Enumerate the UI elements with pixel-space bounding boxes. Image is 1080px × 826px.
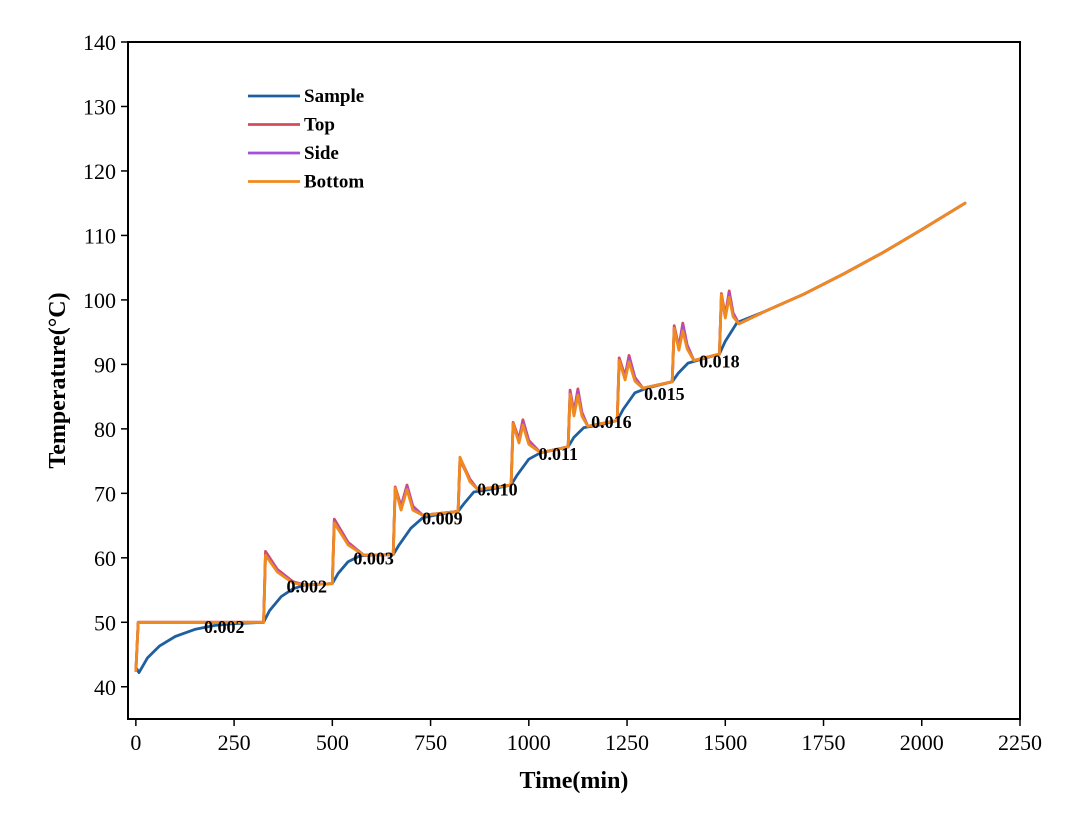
series-line-sample: [134, 201, 967, 674]
x-tick-label: 1500: [703, 730, 747, 755]
x-tick-label: 750: [414, 730, 447, 755]
y-tick-label: 130: [83, 94, 116, 119]
y-tick-label: 120: [83, 159, 116, 184]
rate-annotation: 0.016: [591, 412, 632, 432]
y-tick-label: 40: [94, 675, 116, 700]
legend-label-top: Top: [304, 115, 335, 136]
x-tick-label: 1250: [605, 730, 649, 755]
rate-annotation: 0.011: [539, 444, 579, 464]
series-line-top: [134, 201, 967, 672]
x-tick-label: 2250: [998, 730, 1042, 755]
y-tick-label: 80: [94, 417, 116, 442]
series-line-bottom: [134, 201, 967, 672]
x-tick-label: 500: [316, 730, 349, 755]
y-tick-label: 70: [94, 481, 116, 506]
legend-label-side: Side: [304, 143, 339, 164]
x-tick-label: 0: [130, 730, 141, 755]
x-tick-label: 2000: [900, 730, 944, 755]
annotation-layer: 0.002 0.002 0.003 0.009 0.010 0.011 0.016 0.015…: [204, 352, 740, 638]
rate-annotation: 0.002: [287, 577, 328, 597]
x-tick-label: 1000: [507, 730, 551, 755]
x-tick-label: 250: [218, 730, 251, 755]
y-tick-label: 60: [94, 546, 116, 571]
rate-annotation: 0.015: [644, 384, 685, 404]
y-tick-label: 110: [84, 223, 116, 248]
legend-label-bottom: Bottom: [304, 172, 364, 193]
y-tick-label: 100: [83, 288, 116, 313]
y-tick-label: 140: [83, 30, 116, 55]
rate-annotation: 0.003: [353, 548, 394, 568]
rate-annotation: 0.018: [699, 352, 740, 372]
series-line-side: [134, 201, 967, 672]
plot-frame: [127, 41, 1021, 720]
x-tick-label: 1750: [802, 730, 846, 755]
rate-annotation: 0.010: [477, 479, 518, 499]
legend: Sample Top Side Bottom: [248, 86, 364, 193]
x-axis-title: Time(min): [520, 768, 629, 794]
axes: 0 250 500 750 1000 1250 1500 1750 2000 2250 40 50 60…: [83, 30, 1042, 755]
legend-label-sample: Sample: [304, 86, 364, 107]
rate-annotation: 0.002: [204, 617, 245, 637]
series-layer: [134, 201, 967, 674]
rate-annotation: 0.009: [422, 508, 463, 528]
y-axis-title: Temperature(°C): [45, 292, 71, 468]
y-tick-label: 50: [94, 610, 116, 635]
y-tick-label: 90: [94, 352, 116, 377]
